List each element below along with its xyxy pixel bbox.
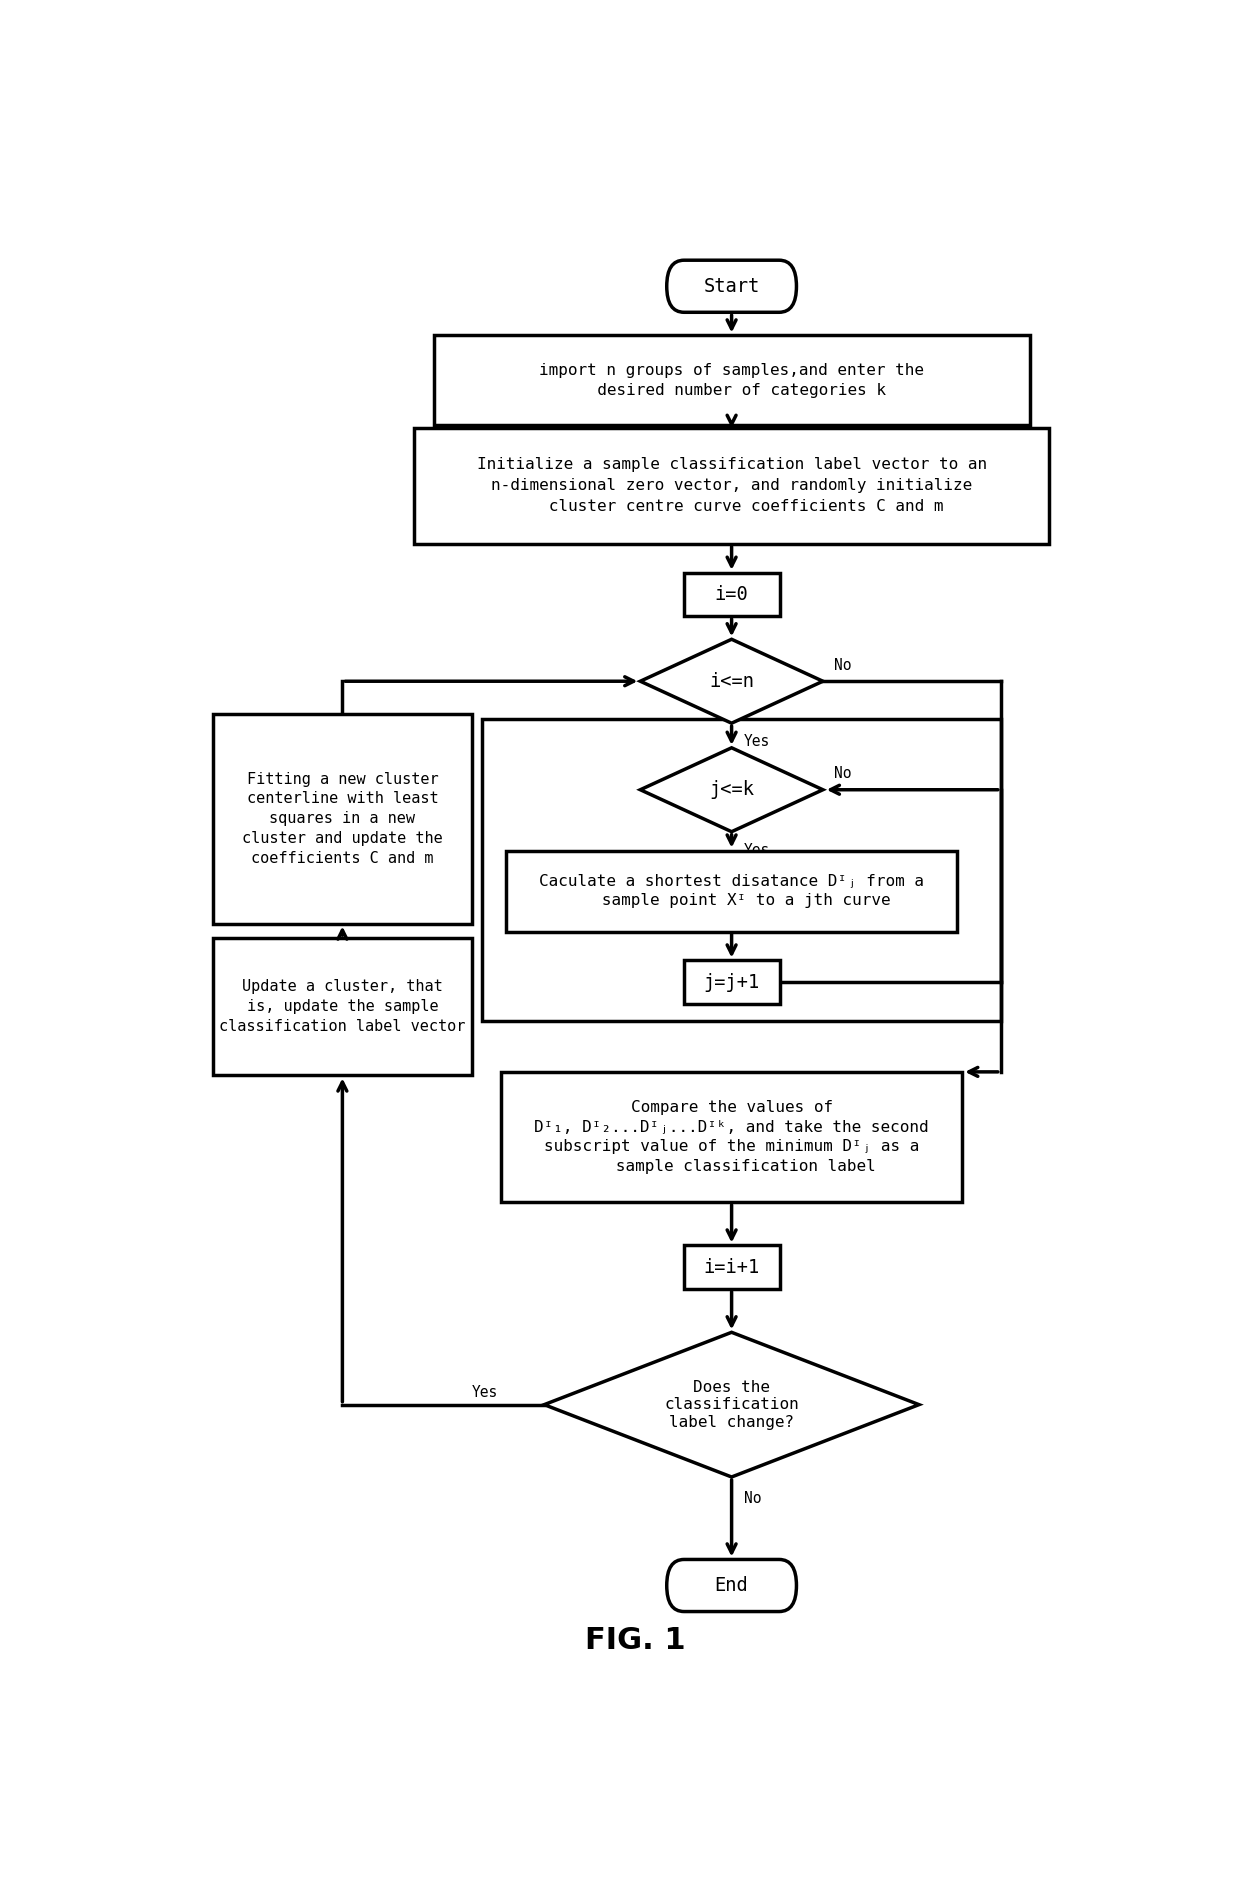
Polygon shape bbox=[640, 748, 823, 832]
FancyBboxPatch shape bbox=[213, 938, 472, 1075]
Text: Does the
classification
label change?: Does the classification label change? bbox=[665, 1379, 799, 1430]
Text: FIG. 1: FIG. 1 bbox=[585, 1625, 686, 1655]
Polygon shape bbox=[544, 1332, 919, 1477]
Text: No: No bbox=[835, 767, 852, 782]
Text: i=i+1: i=i+1 bbox=[703, 1257, 760, 1276]
Text: Caculate a shortest disatance Dᴵⱼ from a
   sample point Xᴵ to a jth curve: Caculate a shortest disatance Dᴵⱼ from a… bbox=[539, 874, 924, 908]
Text: Yes: Yes bbox=[744, 844, 770, 859]
FancyBboxPatch shape bbox=[414, 428, 1049, 543]
Text: j<=k: j<=k bbox=[709, 780, 754, 799]
Text: End: End bbox=[714, 1576, 749, 1595]
Text: import n groups of samples,and enter the
  desired number of categories k: import n groups of samples,and enter the… bbox=[539, 363, 924, 398]
FancyBboxPatch shape bbox=[213, 714, 472, 924]
FancyBboxPatch shape bbox=[501, 1071, 962, 1203]
FancyBboxPatch shape bbox=[667, 259, 796, 312]
Text: No: No bbox=[835, 658, 852, 673]
FancyBboxPatch shape bbox=[683, 573, 780, 616]
Text: Yes: Yes bbox=[744, 735, 770, 750]
FancyBboxPatch shape bbox=[683, 1246, 780, 1289]
Text: j=j+1: j=j+1 bbox=[703, 973, 760, 992]
FancyBboxPatch shape bbox=[506, 851, 957, 932]
Text: i=0: i=0 bbox=[714, 584, 749, 603]
Text: i<=n: i<=n bbox=[709, 671, 754, 691]
Text: No: No bbox=[744, 1492, 761, 1507]
Text: Fitting a new cluster
centerline with least
squares in a new
cluster and update : Fitting a new cluster centerline with le… bbox=[242, 772, 443, 866]
FancyBboxPatch shape bbox=[683, 960, 780, 1003]
FancyBboxPatch shape bbox=[434, 336, 1029, 425]
Text: Initialize a sample classification label vector to an
n-dimensional zero vector,: Initialize a sample classification label… bbox=[476, 457, 987, 515]
Text: Compare the values of
Dᴵ₁, Dᴵ₂...Dᴵⱼ...Dᴵᵏ, and take the second
subscript value : Compare the values of Dᴵ₁, Dᴵ₂...Dᴵⱼ...D… bbox=[534, 1099, 929, 1174]
Text: Start: Start bbox=[703, 276, 760, 295]
Polygon shape bbox=[640, 639, 823, 723]
FancyBboxPatch shape bbox=[667, 1560, 796, 1612]
Text: Yes: Yes bbox=[472, 1385, 498, 1400]
Text: Update a cluster, that
is, update the sample
classification label vector: Update a cluster, that is, update the sa… bbox=[219, 979, 465, 1033]
